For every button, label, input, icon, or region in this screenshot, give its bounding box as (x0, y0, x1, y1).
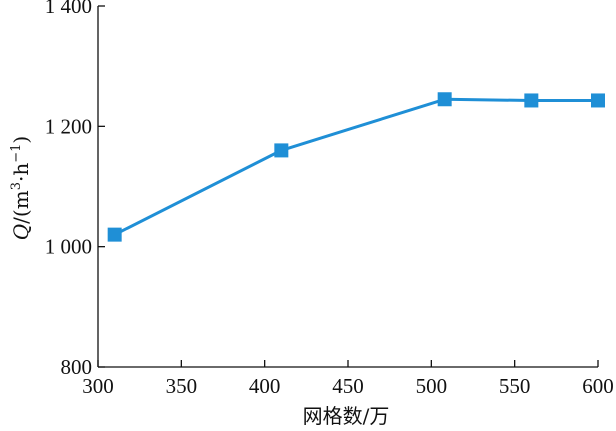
x-tick-label: 450 (332, 374, 364, 398)
y-tick-label: 1 400 (45, 0, 92, 18)
x-tick-label: 600 (582, 374, 614, 398)
y-tick-label: 1 000 (45, 235, 92, 259)
y-axis-symbol: Q (9, 224, 33, 240)
y-axis-unit-middle: ·h (9, 163, 33, 182)
y-tick-label: 800 (61, 355, 93, 379)
y-axis-unit-suffix: ) (9, 136, 33, 144)
y-tick-label: 1 200 (45, 114, 92, 138)
data-point-marker (274, 143, 289, 158)
x-tick-label: 350 (166, 374, 198, 398)
series-layer (107, 92, 605, 242)
data-point-marker (524, 93, 539, 108)
data-point-marker (107, 227, 122, 242)
y-ticks: 800 1 000 1 200 1 400 (45, 0, 105, 379)
x-tick-label: 400 (249, 374, 281, 398)
y-axis-unit-sup-2: −1 (9, 144, 24, 163)
y-axis-unit-sup-1: 3 (9, 182, 24, 190)
x-tick-label: 500 (416, 374, 448, 398)
data-point-marker (437, 92, 452, 107)
x-axis-title: 网格数/万 (303, 404, 390, 428)
x-ticks: 300 350 400 450 500 550 600 (82, 360, 614, 398)
y-axis-unit-prefix: /(m (9, 190, 33, 224)
x-tick-label: 300 (82, 374, 114, 398)
series-line (114, 97, 598, 236)
data-point-marker (591, 93, 605, 108)
y-axis-title: Q/(m3·h−1) (9, 136, 33, 240)
x-tick-label: 550 (499, 374, 531, 398)
axes (97, 6, 598, 368)
